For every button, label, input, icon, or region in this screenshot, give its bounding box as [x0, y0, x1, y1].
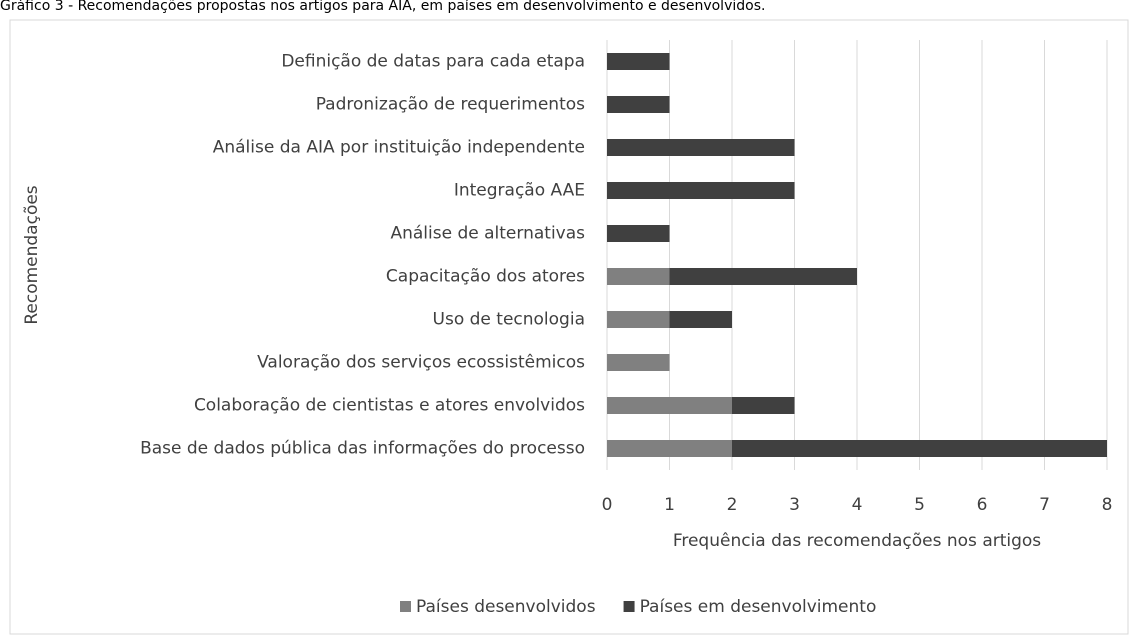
bar	[607, 311, 670, 328]
bar	[669, 268, 857, 285]
x-tick-label: 8	[1102, 495, 1113, 515]
x-tick-label: 7	[1039, 495, 1050, 515]
y-tick-label: Capacitação dos atores	[386, 267, 585, 287]
bar	[732, 397, 795, 414]
y-tick-label: Uso de tecnologia	[433, 310, 585, 330]
bar	[607, 268, 670, 285]
bar	[607, 53, 670, 70]
y-tick-label: Análise da AIA por instituição independe…	[213, 138, 585, 158]
y-tick-label: Base de dados pública das informações do…	[140, 439, 585, 459]
y-tick-label: Valoração dos serviços ecossistêmicos	[257, 353, 585, 373]
y-axis-label: Recomendações	[22, 185, 42, 324]
bar	[607, 225, 670, 242]
bar	[607, 96, 670, 113]
x-tick-label: 3	[789, 495, 800, 515]
chart-frame	[9, 19, 1129, 635]
x-tick-label: 6	[977, 495, 988, 515]
x-tick-label: 5	[914, 495, 925, 515]
y-tick-label: Análise de alternativas	[390, 224, 585, 244]
legend-swatch	[623, 601, 635, 612]
bar	[607, 139, 795, 156]
chart-title: Gráfico 3 - Recomendações propostas nos …	[0, 0, 765, 14]
bar	[669, 311, 732, 328]
bar	[732, 440, 1107, 457]
y-tick-label: Padronização de requerimentos	[316, 95, 585, 115]
legend-label: Países em desenvolvimento	[640, 597, 877, 617]
bar	[607, 440, 732, 457]
x-tick-label: 2	[727, 495, 738, 515]
x-tick-label: 4	[852, 495, 863, 515]
bar	[607, 182, 795, 199]
x-axis-label: Frequência das recomendações nos artigos	[673, 531, 1041, 551]
y-tick-label: Colaboração de cientistas e atores envol…	[194, 396, 585, 416]
legend-label: Países desenvolvidos	[416, 597, 596, 617]
y-tick-label: Definição de datas para cada etapa	[281, 52, 585, 72]
y-tick-label: Integração AAE	[454, 181, 585, 201]
bar	[607, 354, 670, 371]
x-tick-label: 0	[602, 495, 613, 515]
bar	[607, 397, 732, 414]
x-tick-label: 1	[664, 495, 675, 515]
legend-swatch	[400, 601, 411, 612]
